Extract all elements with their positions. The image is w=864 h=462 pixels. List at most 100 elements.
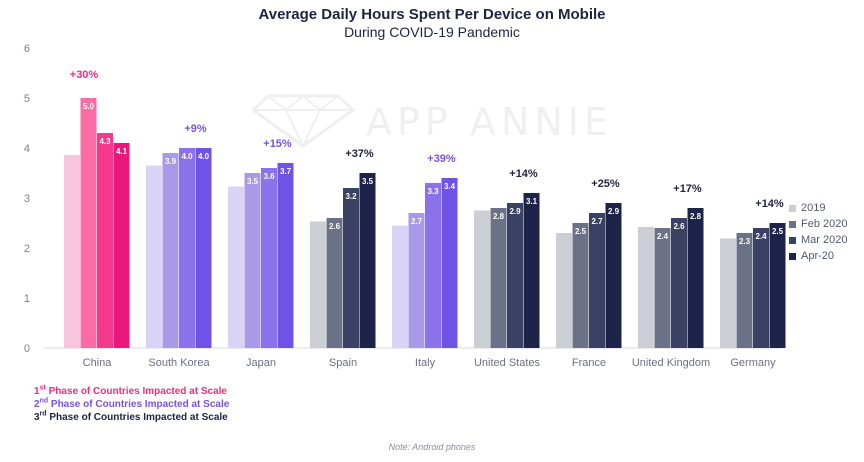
bar [638, 227, 654, 348]
x-axis: China South Korea Japan Spain Italy United St… [83, 357, 776, 369]
bar [408, 213, 425, 348]
data-label: 3.1 [526, 197, 538, 206]
data-label: 3.5 [247, 177, 259, 186]
data-label: 3.4 [444, 182, 456, 191]
data-label: 4.3 [99, 137, 111, 146]
phase-notes: 1st Phase of Countries Impacted at Scale… [34, 385, 229, 424]
data-label: 2.5 [772, 227, 784, 236]
y-tick-label: 4 [24, 143, 30, 155]
growth-label: +14% [509, 168, 538, 180]
data-label: 3.9 [165, 157, 177, 166]
data-label: 2.8 [493, 212, 505, 221]
bar [425, 183, 441, 348]
bar [720, 238, 736, 348]
legend-item: 2019 [789, 200, 847, 216]
phase-note-1: 1st Phase of Countries Impacted at Scale [34, 384, 227, 397]
x-tick-label: Spain [329, 357, 357, 369]
y-tick-label: 1 [24, 293, 30, 305]
y-tick-label: 5 [24, 93, 30, 105]
growth-label: +14% [755, 198, 784, 210]
data-label: 2.4 [755, 232, 767, 241]
data-labels: 5.0 4.3 4.1 +30% 3.9 4.0 4.0 +9% 3.5 3.6 3.7 +15% 2.… [70, 69, 784, 246]
bar [753, 228, 769, 348]
x-tick-label: Italy [415, 357, 436, 369]
bar [277, 163, 294, 348]
bar [507, 203, 523, 348]
bar [146, 165, 162, 348]
bar [64, 155, 80, 348]
bar [228, 186, 244, 348]
growth-label: +15% [263, 138, 292, 150]
phase-note-3: 3rd Phase of Countries Impacted at Scale [34, 410, 228, 423]
bar [605, 203, 622, 348]
bar [441, 178, 458, 348]
footnote: Note: Android phones [388, 442, 476, 452]
y-tick-label: 2 [24, 243, 30, 255]
bar [572, 223, 589, 348]
chart-title: Average Daily Hours Spent Per Device on … [258, 6, 606, 23]
data-label: 2.7 [411, 217, 423, 226]
bar [474, 210, 490, 348]
data-label: 2.6 [673, 222, 685, 231]
growth-label: +9% [184, 123, 207, 135]
bar [523, 193, 540, 348]
legend-swatch [789, 252, 796, 260]
bar [343, 188, 359, 348]
data-label: 2.9 [608, 207, 620, 216]
bar [179, 148, 195, 348]
data-label: 3.7 [280, 167, 292, 176]
bar [162, 153, 179, 348]
bar [589, 213, 605, 348]
bar [80, 98, 97, 348]
growth-label: +39% [427, 153, 456, 165]
legend-item: Feb 2020 [789, 216, 847, 232]
legend-swatch [789, 220, 796, 228]
bar [326, 218, 343, 348]
growth-label: +37% [345, 148, 374, 160]
legend-swatch [789, 236, 796, 244]
y-tick-label: 6 [24, 43, 30, 55]
x-tick-label: France [572, 357, 606, 369]
data-label: 4.0 [181, 152, 193, 161]
data-label: 2.9 [509, 207, 521, 216]
legend-label: Apr-20 [801, 250, 835, 262]
data-label: 2.4 [657, 232, 669, 241]
data-label: 3.6 [263, 172, 275, 181]
bar [556, 233, 572, 348]
legend-label: Feb 2020 [801, 218, 848, 230]
data-label: 3.5 [362, 177, 374, 186]
data-label: 5.0 [83, 102, 95, 111]
bar [195, 148, 212, 348]
x-tick-label: United Kingdom [632, 357, 710, 369]
x-tick-label: China [83, 357, 113, 369]
legend-label: 2019 [801, 202, 826, 214]
bar [490, 208, 507, 348]
bar [392, 225, 408, 348]
bar [671, 218, 687, 348]
bar [244, 173, 261, 348]
growth-label: +30% [70, 69, 99, 81]
legend-item: Apr-20 [789, 248, 847, 264]
diamond-logo-icon [250, 94, 356, 149]
app-annie-watermark: APP ANNIE [248, 88, 648, 149]
growth-label: +25% [591, 178, 620, 190]
bar [687, 208, 704, 348]
y-tick-label: 3 [24, 193, 30, 205]
x-tick-label: Germany [730, 357, 776, 369]
chart-subtitle: During COVID-19 Pandemic [344, 24, 520, 40]
bar [113, 143, 130, 348]
bar [359, 173, 376, 348]
bar [654, 228, 671, 348]
y-tick-label: 0 [24, 343, 30, 355]
growth-label: +17% [673, 183, 702, 195]
legend-item: Mar 2020 [789, 232, 847, 248]
x-tick-label: Japan [246, 357, 276, 369]
data-label: 4.1 [116, 147, 128, 156]
data-label: 2.8 [690, 212, 702, 221]
watermark-text: APP ANNIE [366, 100, 613, 144]
bar [310, 221, 326, 348]
x-tick-label: South Korea [148, 357, 210, 369]
legend-label: Mar 2020 [801, 234, 848, 246]
data-label: 2.7 [591, 217, 603, 226]
